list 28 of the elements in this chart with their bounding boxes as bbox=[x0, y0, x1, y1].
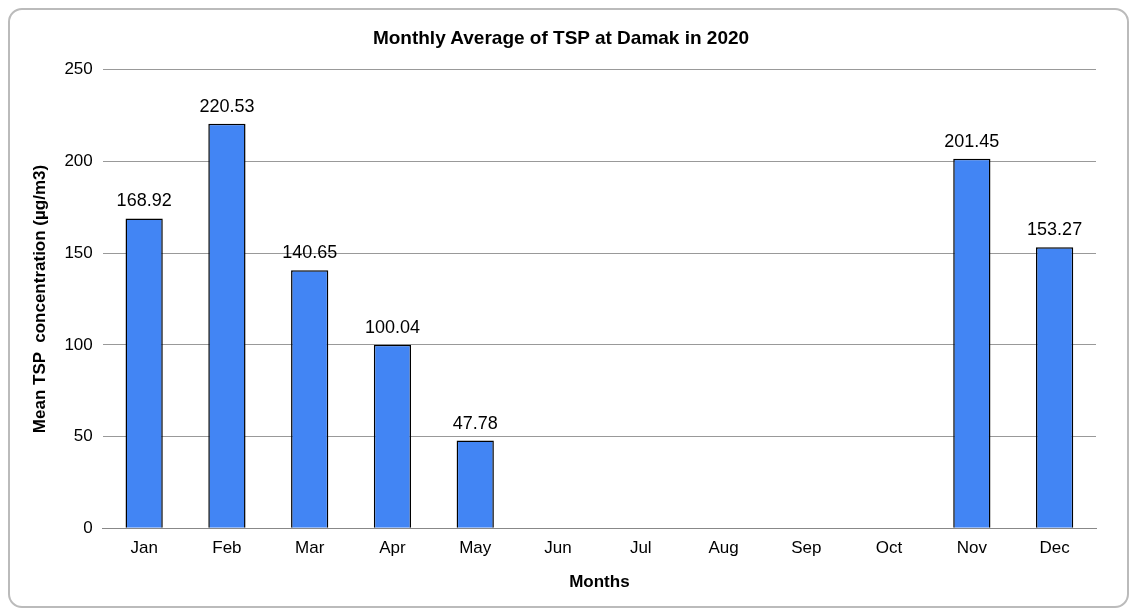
x-tick-label: Apr bbox=[379, 538, 407, 558]
data-label: 168.92 bbox=[116, 190, 172, 211]
x-tick-label: Feb bbox=[212, 538, 242, 558]
x-tick-label: Nov bbox=[956, 538, 988, 558]
x-tick-label: Sep bbox=[791, 538, 822, 558]
x-tick-label: Jun bbox=[544, 538, 572, 558]
y-tick-label: 0 bbox=[83, 517, 93, 537]
x-tick-label: Mar bbox=[295, 538, 325, 558]
y-axis-title: Mean TSP concentration (µg/m3) bbox=[29, 164, 49, 434]
y-tick-label: 200 bbox=[64, 151, 93, 171]
data-label: 100.04 bbox=[364, 316, 420, 337]
x-tick-label: Jul bbox=[629, 538, 652, 558]
chart-title: Monthly Average of TSP at Damak in 2020 bbox=[372, 26, 750, 48]
x-tick-label: Dec bbox=[1039, 538, 1071, 558]
data-label: 153.27 bbox=[1027, 219, 1083, 240]
data-label: 140.65 bbox=[282, 242, 338, 263]
data-label: 47.78 bbox=[452, 412, 498, 433]
x-tick-label: May bbox=[459, 538, 492, 558]
x-axis-title: Months bbox=[569, 572, 630, 592]
data-label: 220.53 bbox=[199, 95, 255, 116]
y-tick-label: 100 bbox=[64, 334, 93, 354]
x-tick-label: Oct bbox=[875, 538, 903, 558]
data-label: 201.45 bbox=[944, 130, 1000, 151]
x-tick-label: Aug bbox=[708, 538, 739, 558]
y-tick-label: 150 bbox=[64, 242, 93, 262]
y-tick-label: 250 bbox=[64, 59, 93, 79]
x-tick-label: Jan bbox=[130, 538, 158, 558]
y-tick-label: 50 bbox=[73, 426, 93, 446]
